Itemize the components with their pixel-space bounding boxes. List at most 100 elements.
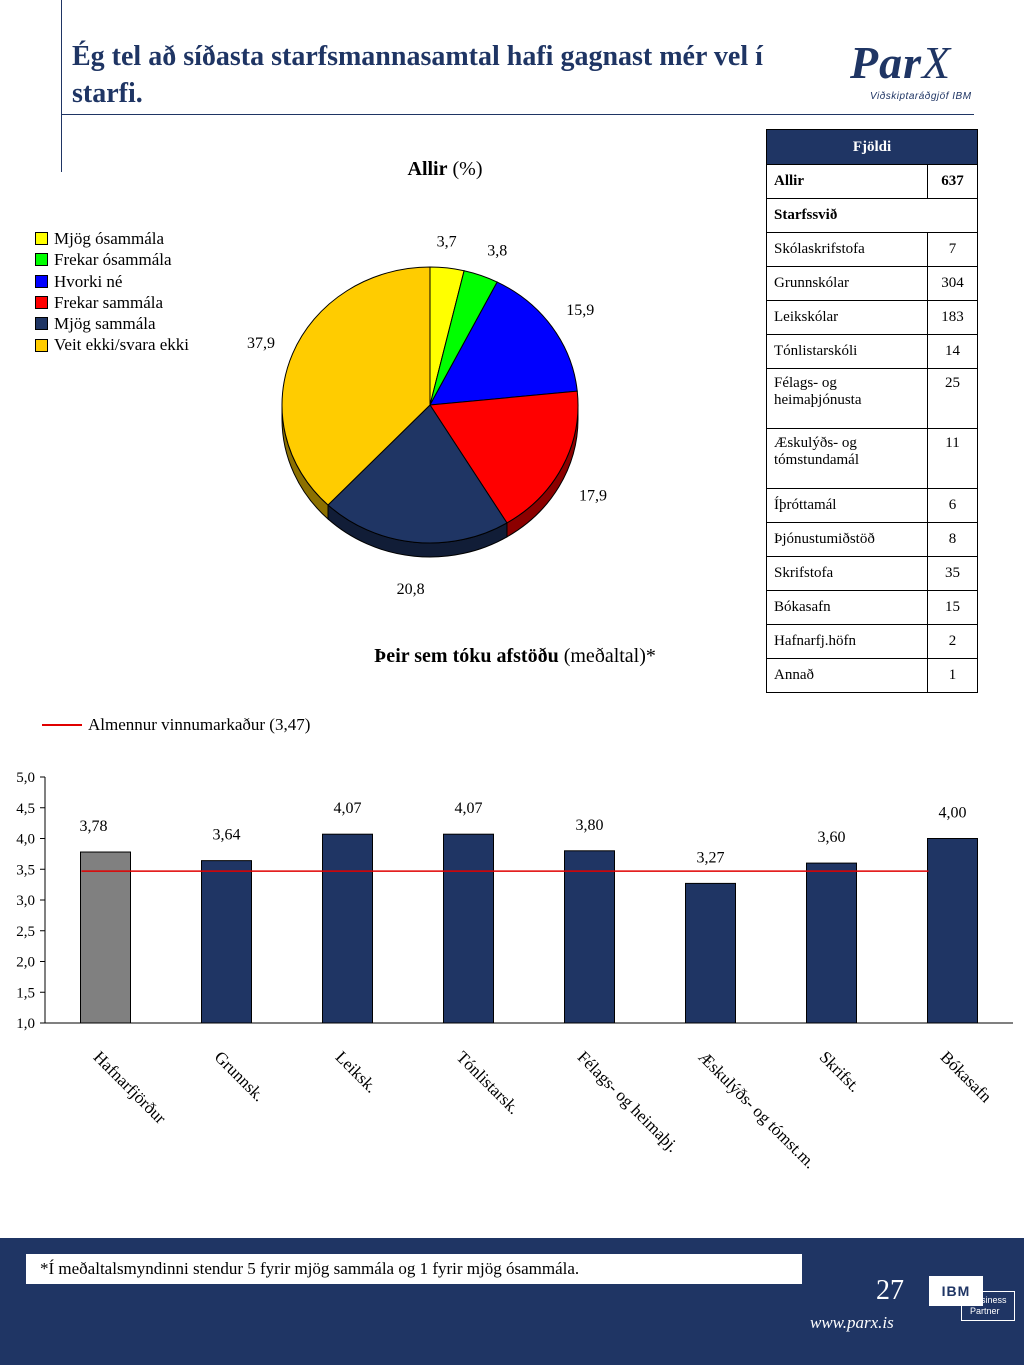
pie-title-suffix: (%) [452,158,483,180]
y-tick-label: 4,5 [16,801,35,817]
logo-brand: ParX [850,37,952,88]
table-cell-value: 35 [927,556,978,591]
table-cell-value: 7 [927,232,978,267]
table-cell-value: 11 [927,428,978,489]
bar-data-label: 3,27 [697,849,725,866]
website-url: www.parx.is [810,1313,894,1332]
legend-label: Frekar sammála [54,292,164,312]
x-tick-label: Grunnsk. [211,1047,269,1105]
legend-swatch [35,338,48,352]
legend-swatch [35,232,48,246]
legend-swatch [35,317,48,331]
y-tick-label: 2,0 [16,955,35,971]
pie-legend: Mjög ósammála Frekar ósammála Hvorki né Fre… [35,228,189,356]
table-cell-label: Þjónustumiðstöð [766,522,928,557]
bar [927,838,978,1024]
x-tick-label: Æskulýðs- og tómst.m. [695,1047,820,1172]
bar-data-label: 4,07 [455,800,483,817]
x-tick-label: Leiksk. [332,1047,381,1096]
table-cell-label: Skrifstofa [766,556,928,591]
bar [201,860,252,1024]
table-cell-label: Allir [766,164,928,199]
table-row: Félags- og heimaþjónusta 25 [766,368,978,429]
table-row: Skrifstofa 35 [766,556,978,591]
x-tick-label: Skrifst. [816,1047,865,1096]
legend-swatch [35,274,48,288]
x-tick-label: Bókasafn [937,1047,996,1106]
bar-data-label: 3,64 [213,827,241,844]
y-tick-label: 3,0 [16,893,35,909]
header-vertical-rule [61,0,62,172]
legend-item: Veit ekki/svara ekki [35,334,189,355]
table-row: Bókasafn 15 [766,590,978,625]
table-row: Tónlistarskóli 14 [766,334,978,369]
legend-swatch [35,296,48,310]
x-tick-label: Félags- og heimaþj. [574,1047,683,1156]
count-table: Fjöldi Allir 637 Starfssvið Skólaskrifstofa… [766,129,978,693]
bar [322,833,373,1024]
y-tick-label: 1,0 [16,1016,35,1032]
legend-label: Hvorki né [54,271,123,291]
reference-line-label: Almennur vinnumarkaður (3,47) [88,715,311,734]
legend-item: Hvorki né [35,271,189,292]
pie-slice [429,281,578,406]
reference-line-legend: Almennur vinnumarkaður (3,47) [42,715,310,735]
pie-data-label: 20,8 [397,581,425,598]
ibm-partner-line1: Business [970,1295,1007,1305]
table-cell-value: 25 [927,368,978,429]
footnote: *Í meðaltalsmyndinni stendur 5 fyrir mjö… [26,1254,802,1284]
legend-label: Mjög ósammála [54,229,165,248]
bar-data-label: 3,80 [576,817,604,834]
legend-label: Mjög sammála [54,314,156,334]
y-tick-label: 1,5 [16,985,35,1001]
table-cell-label: Bókasafn [766,590,928,625]
table-row: Annað 1 [766,658,978,693]
legend-label: Veit ekki/svara ekki [54,335,190,355]
table-cell-value: 14 [927,334,978,369]
table-cell-label: Tónlistarskóli [766,334,928,369]
bar [80,851,131,1024]
bar-data-label: 3,60 [818,829,846,846]
page-number: 27 [876,1275,904,1306]
page-title: Ég tel að síðasta starfsmannasamtal hafi… [72,41,763,109]
pie-chart-title: Allir (%) [360,158,530,181]
bar [806,862,857,1024]
pie-data-label: 37,9 [247,335,275,352]
x-tick-label: Hafnarfjörður [90,1047,170,1127]
bar-data-label: 4,00 [939,805,967,822]
parx-logo: ParX Viðskiptaráðgjöf IBM [850,38,990,108]
ibm-business-partner-logo: Business Partner IBM [929,1276,1017,1322]
bar-data-label: 4,07 [334,800,362,817]
legend-label: Frekar ósammála [54,250,172,270]
y-tick-label: 2,5 [16,924,35,940]
bar-chart-title: Þeir sem tóku afstöðu (meðaltal)* [300,645,730,668]
table-header: Fjöldi [766,129,978,165]
pie-slice [327,404,508,544]
legend-item: Mjög ósammála [35,228,189,249]
table-cell-value: 8 [927,522,978,557]
table-row: Starfssvið [766,198,978,233]
table-row: Þjónustumiðstöð 8 [766,522,978,557]
reference-line-swatch [42,724,82,726]
pie-slice [429,390,579,524]
table-cell-value: 183 [927,300,978,335]
pie-slice [281,266,431,506]
bar-data-label: 3,78 [80,818,108,835]
table-cell-value: 6 [927,488,978,523]
pie-data-label: 15,9 [566,302,594,319]
y-tick-label: 4,0 [16,832,35,848]
ibm-tag: IBM [929,1276,983,1306]
table-row: Grunnskólar 304 [766,266,978,301]
bar [564,850,615,1024]
logo-subtitle: Viðskiptaráðgjöf IBM [870,91,972,102]
legend-item: Frekar ósammála [35,249,189,270]
pie-data-label: 3,7 [437,234,457,251]
legend-swatch [35,253,48,267]
bar-title-main: Þeir sem tóku afstöðu [374,645,559,667]
bar [685,882,736,1024]
legend-item: Mjög sammála [35,313,189,334]
table-cell-label: Félags- og heimaþjónusta [766,368,928,429]
header-horizontal-rule [61,114,974,115]
bar [443,833,494,1024]
legend-item: Frekar sammála [35,292,189,313]
